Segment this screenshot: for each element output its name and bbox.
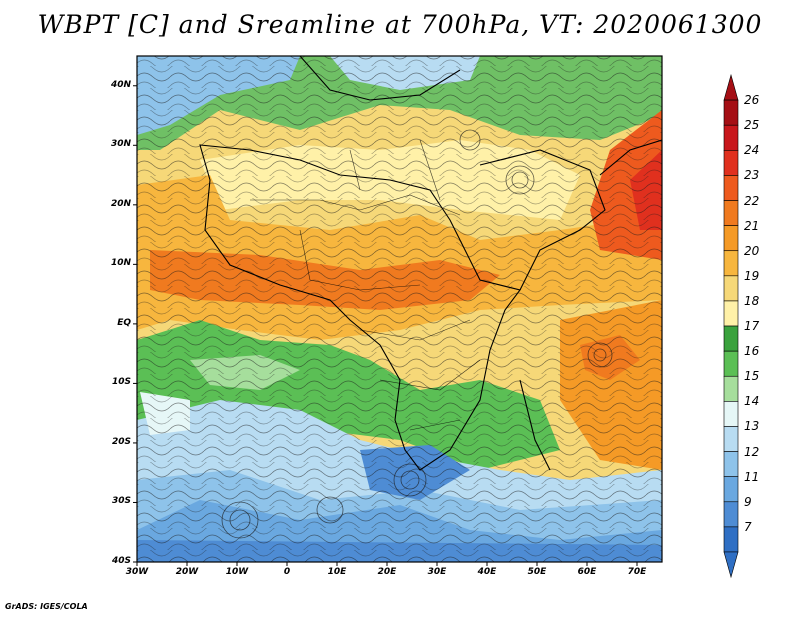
colorbar-label: 15 (744, 369, 760, 384)
lon-tick-label: 30E (427, 567, 447, 577)
colorbar-swatch (723, 501, 739, 528)
lat-tick-label: 40N (110, 79, 131, 90)
lon-tick-label: 0 (283, 567, 291, 577)
colorbar-label: 19 (744, 268, 760, 283)
colorbar-label: 18 (744, 293, 760, 308)
colorbar-label: 9 (744, 494, 752, 509)
lon-tick-label: 10W (225, 567, 249, 577)
colorbar-swatch (723, 99, 739, 126)
chart-title: WBPT [C] and Sreamline at 700hPa, VT: 20… (37, 10, 763, 39)
colorbar-swatch (723, 124, 739, 151)
colorbar-label: 14 (744, 394, 760, 409)
colorbar-swatch (723, 325, 739, 352)
lat-tick-label: 30S (111, 496, 131, 507)
colorbar-label: 21 (744, 218, 760, 233)
lon-tick-label: 70E (627, 567, 647, 577)
colorbar-label: 24 (744, 143, 760, 158)
plot-frame (136, 55, 663, 563)
colorbar-swatch (723, 426, 739, 452)
lat-tick-label: EQ (117, 317, 131, 328)
colorbar-label: 20 (744, 243, 760, 258)
colorbar-label: 25 (744, 118, 760, 133)
colorbar-label: 23 (744, 168, 760, 183)
lon-tick-label: 40E (477, 567, 497, 577)
colorbar-label: 22 (744, 193, 760, 208)
colorbar-swatch (723, 175, 739, 201)
lon-tick-label: 60E (577, 567, 597, 577)
axis-ticks (133, 85, 638, 566)
colorbar-label: 12 (744, 444, 760, 459)
colorbar-swatch (723, 300, 739, 327)
lon-tick-label: 10E (327, 567, 347, 577)
colorbar-label: 16 (744, 344, 760, 359)
lat-tick-label: 10N (110, 258, 131, 269)
lon-tick-label: 20E (377, 567, 397, 577)
lon-tick-label: 30W (125, 567, 149, 577)
lat-tick-label: 30N (110, 139, 131, 150)
lat-tick-label: 10S (111, 377, 131, 388)
colorbar-swatch (723, 225, 739, 252)
colorbar-swatch (723, 401, 739, 427)
colorbar-bottom-triangle (723, 551, 739, 579)
colorbar-swatch (723, 275, 739, 302)
colorbar-swatch (723, 476, 739, 503)
lat-tick-label: 40S (111, 556, 131, 566)
colorbar (723, 73, 739, 579)
colorbar-label: 26 (744, 93, 760, 108)
colorbar-swatch (723, 526, 739, 553)
lat-tick-label: 20N (110, 198, 131, 209)
colorbar-swatch (723, 375, 739, 402)
wbpt-shading (137, 56, 662, 562)
colorbar-label: 11 (744, 469, 760, 484)
colorbar-top-triangle (723, 73, 739, 101)
colorbar-swatch (723, 150, 739, 176)
colorbar-swatch (723, 250, 739, 277)
colorbar-swatch (723, 350, 739, 377)
lon-tick-label: 50E (527, 567, 547, 577)
lat-tick-label: 20S (111, 436, 131, 447)
lon-tick-label: 20W (175, 567, 199, 577)
colorbar-label: 7 (744, 519, 752, 534)
colorbar-swatch (723, 200, 739, 226)
colorbar-label: 17 (744, 319, 760, 334)
colorbar-label: 13 (744, 419, 760, 434)
colorbar-swatch (723, 451, 739, 477)
grads-credit: GrADS: IGES/COLA (5, 602, 88, 611)
